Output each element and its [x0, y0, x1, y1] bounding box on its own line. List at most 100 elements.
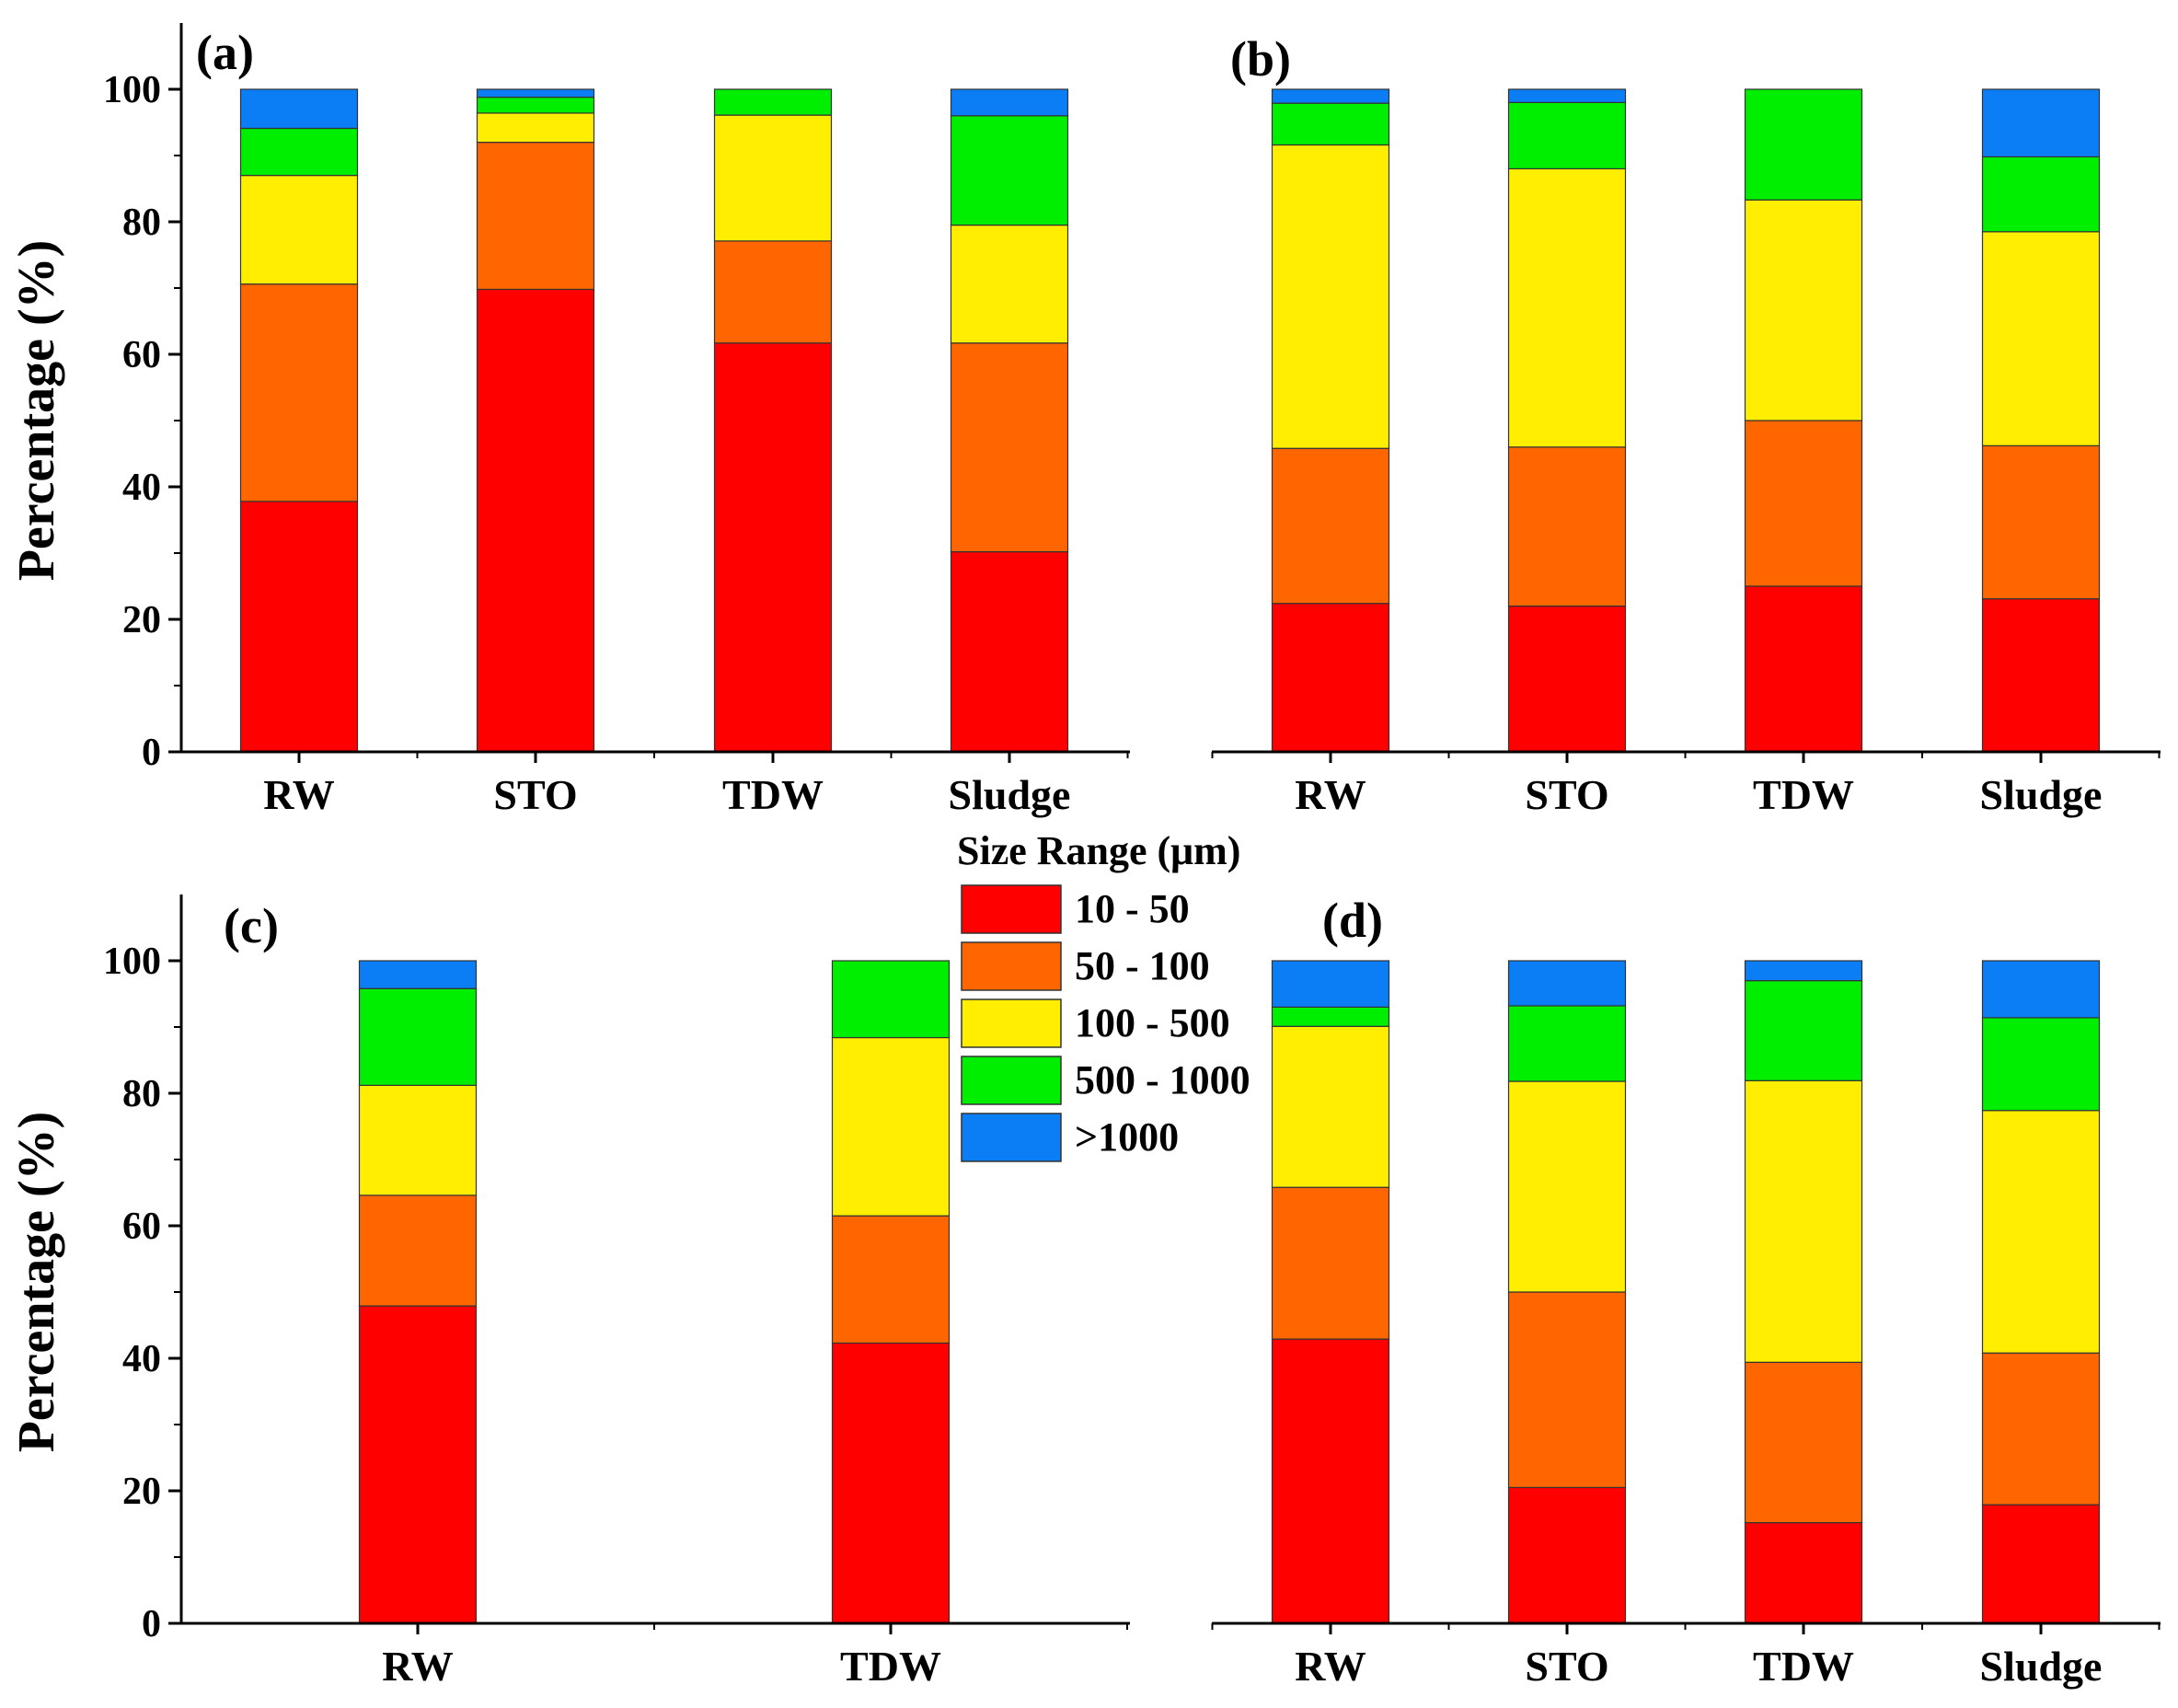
bar-segment-sto-4: [1507, 88, 1627, 103]
panels: 0 20 40 60 80 100 Percentage (%) RW STO TDW Sludge…: [8, 23, 2161, 1690]
x-tick-label-rw: RW: [382, 1643, 454, 1690]
y-axis-label: Percentage (%): [8, 1112, 65, 1453]
bar-segment-rw-4: [239, 88, 359, 130]
panel-c: 0 20 40 60 80 100 Percentage (%) RW TDW (c): [8, 894, 1130, 1690]
bar-segment-sludge-0: [950, 550, 1069, 753]
y-tick-label: 60: [122, 1206, 161, 1248]
y-axis-label: Percentage (%): [8, 240, 65, 582]
bar-segment-sludge-3: [950, 115, 1069, 226]
bar-segment-sludge-1: [950, 342, 1069, 553]
y-tick-label: 40: [122, 467, 161, 509]
panel-b: RW STO TDW Sludge (b): [1211, 31, 2161, 818]
legend: Size Range (μm) 10 - 50 50 - 100 100 - 500 5…: [957, 828, 1250, 1162]
bar-segment-rw-2: [358, 1084, 478, 1196]
bar-segment-rw-0: [1271, 1338, 1390, 1624]
bar-segment-rw-2: [1271, 144, 1390, 449]
y-tick-label: 60: [122, 334, 161, 376]
y-tick-label: 80: [122, 202, 161, 244]
bar-segment-rw-3: [1271, 102, 1390, 146]
bar-segment-rw-2: [239, 175, 359, 285]
legend-swatch: [961, 1113, 1062, 1162]
bar-segment-sto-3: [1507, 101, 1627, 170]
legend-label: 10 - 50: [1075, 886, 1190, 931]
bar-segment-sludge-2: [1981, 231, 2101, 446]
legend-swatch: [961, 998, 1062, 1048]
y-tick-label: 40: [122, 1338, 161, 1380]
bar-segment-sto-2: [1507, 1080, 1627, 1293]
x-tick-label-tdw: TDW: [1753, 771, 1854, 818]
legend-label: >1000: [1075, 1114, 1179, 1160]
bar-segment-rw-0: [1271, 603, 1390, 753]
panel-label: (c): [224, 898, 279, 953]
bar-segment-sludge-2: [1981, 1110, 2101, 1354]
bar-segment-tdw-0: [713, 342, 833, 753]
bar-segment-tdw-3: [831, 960, 951, 1039]
bar-segment-sludge-3: [1981, 1017, 2101, 1112]
bar-segment-tdw-3: [1744, 88, 1863, 201]
x-tick-label-sto: STO: [1525, 1643, 1608, 1690]
bar-segment-sludge-0: [1981, 598, 2101, 753]
bar-segment-rw-4: [1271, 960, 1390, 1009]
bar-segment-rw-3: [1271, 1006, 1390, 1027]
y-tick-label: 20: [122, 599, 161, 641]
bar-segment-tdw-2: [1744, 1079, 1863, 1363]
legend-label: 50 - 100: [1075, 943, 1210, 988]
bar-segment-tdw-0: [831, 1342, 951, 1624]
bar-segment-tdw-1: [1744, 1361, 1863, 1524]
x-tick-label-sludge: Sludge: [1980, 1643, 2103, 1690]
panel-a: 0 20 40 60 80 100 Percentage (%) RW STO TDW Sludge…: [8, 23, 1130, 818]
legend-label: 500 - 1000: [1075, 1057, 1250, 1102]
bar-segment-sto-3: [476, 97, 595, 114]
bar-segment-tdw-2: [831, 1036, 951, 1217]
y-tick-label: 0: [142, 1603, 161, 1645]
x-tick-label-sludge: Sludge: [1980, 771, 2103, 818]
bar-segment-sto-0: [476, 288, 595, 753]
panel-label: (b): [1230, 31, 1291, 87]
x-tick-label-tdw: TDW: [840, 1643, 941, 1690]
bar-segment-sto-4: [1507, 960, 1627, 1007]
bar-segment-tdw-2: [713, 114, 833, 242]
x-tick-label-sto: STO: [493, 771, 577, 818]
x-tick-label-tdw: TDW: [722, 771, 824, 818]
legend-swatch: [961, 941, 1062, 991]
bar-segment-sto-0: [1507, 605, 1627, 753]
x-tick-label-tdw: TDW: [1753, 1643, 1854, 1690]
bar-segment-tdw-0: [1744, 1521, 1863, 1624]
y-tick-label: 20: [122, 1471, 161, 1513]
bar-segment-sludge-1: [1981, 444, 2101, 600]
bar-segment-sto-1: [1507, 1291, 1627, 1488]
bar-segment-sludge-4: [1981, 88, 2101, 158]
bar-segment-sludge-4: [1981, 960, 2101, 1019]
bar-segment-rw-1: [1271, 447, 1390, 605]
bar-segment-rw-1: [358, 1194, 478, 1307]
bar-segment-sto-1: [476, 142, 595, 291]
legend-title: Size Range (μm): [957, 828, 1240, 873]
bar-segment-sto-4: [476, 88, 595, 98]
bar-segment-sludge-4: [950, 88, 1069, 117]
bar-segment-sto-3: [1507, 1005, 1627, 1082]
bar-segment-tdw-3: [1744, 979, 1863, 1081]
bar-segment-sto-1: [1507, 446, 1627, 607]
legend-label: 100 - 500: [1075, 1000, 1230, 1045]
bar-segment-tdw-1: [713, 240, 833, 344]
legend-swatch: [961, 1056, 1062, 1105]
bar-segment-rw-4: [1271, 88, 1390, 104]
bar-segment-tdw-4: [1744, 960, 1863, 982]
bar-segment-sludge-3: [1981, 156, 2101, 233]
x-tick-label-sludge: Sludge: [949, 771, 1071, 818]
x-tick-label-sto: STO: [1525, 771, 1608, 818]
x-tick-label-rw: RW: [263, 771, 335, 818]
x-tick-label-rw: RW: [1295, 771, 1366, 818]
y-tick-label: 100: [103, 941, 161, 983]
bar-segment-sludge-2: [950, 225, 1069, 344]
x-tick-label-rw: RW: [1295, 1643, 1366, 1690]
bar-segment-rw-3: [358, 987, 478, 1086]
bar-segment-rw-2: [1271, 1025, 1390, 1188]
panel-label: (a): [196, 25, 254, 80]
bar-segment-sto-2: [1507, 167, 1627, 448]
panel-d: RW STO TDW Sludge (d): [1211, 893, 2161, 1690]
y-tick-label: 80: [122, 1073, 161, 1115]
bar-segment-tdw-3: [713, 88, 833, 116]
bar-segment-sto-0: [1507, 1486, 1627, 1624]
